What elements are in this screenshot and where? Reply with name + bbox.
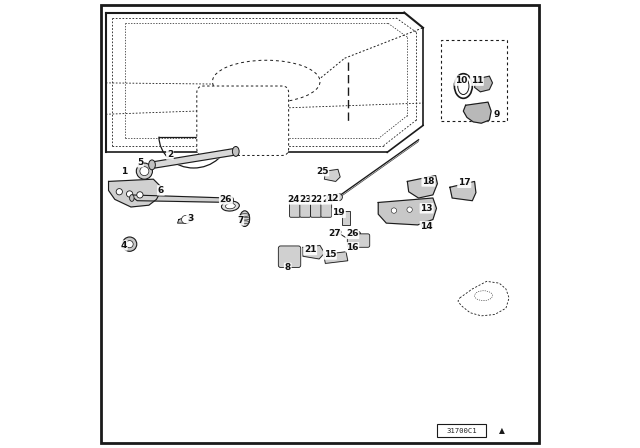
Text: 24: 24 <box>288 195 300 204</box>
Bar <box>342 211 349 225</box>
Text: 31700C1: 31700C1 <box>446 427 477 434</box>
Ellipse shape <box>245 97 287 118</box>
FancyBboxPatch shape <box>348 234 370 247</box>
Text: 4: 4 <box>120 241 127 250</box>
Ellipse shape <box>333 229 341 235</box>
Circle shape <box>137 192 143 198</box>
Text: 12: 12 <box>326 194 339 202</box>
Ellipse shape <box>349 230 360 237</box>
Text: 3: 3 <box>187 214 193 223</box>
Text: 23: 23 <box>300 195 312 204</box>
FancyBboxPatch shape <box>300 200 310 217</box>
Circle shape <box>140 167 149 176</box>
Polygon shape <box>324 252 348 263</box>
Polygon shape <box>463 102 491 123</box>
Circle shape <box>136 163 152 179</box>
Text: 25: 25 <box>316 167 328 176</box>
Text: 10: 10 <box>455 76 467 85</box>
Circle shape <box>420 206 426 211</box>
Circle shape <box>182 215 189 224</box>
Polygon shape <box>130 195 235 202</box>
Text: 13: 13 <box>420 204 433 213</box>
FancyBboxPatch shape <box>289 200 300 217</box>
Text: 15: 15 <box>324 250 336 259</box>
Ellipse shape <box>232 146 239 156</box>
Text: 1: 1 <box>121 167 127 176</box>
Circle shape <box>122 237 137 251</box>
FancyBboxPatch shape <box>197 86 289 155</box>
Text: 17: 17 <box>458 178 470 187</box>
Circle shape <box>335 194 342 201</box>
Polygon shape <box>407 176 437 198</box>
Text: 26: 26 <box>220 195 232 204</box>
Text: 27: 27 <box>328 229 340 238</box>
Text: 14: 14 <box>420 222 433 231</box>
Text: 7: 7 <box>237 216 243 225</box>
Polygon shape <box>450 181 476 201</box>
Polygon shape <box>150 149 239 168</box>
Text: ▲: ▲ <box>499 426 504 435</box>
Ellipse shape <box>454 73 472 98</box>
Circle shape <box>391 208 397 213</box>
Text: 20: 20 <box>322 195 334 204</box>
Circle shape <box>126 241 133 248</box>
Polygon shape <box>177 216 194 223</box>
Text: 8: 8 <box>285 263 291 272</box>
Text: 5: 5 <box>137 158 143 167</box>
Ellipse shape <box>130 194 134 202</box>
FancyBboxPatch shape <box>310 200 321 217</box>
Ellipse shape <box>212 60 320 103</box>
Polygon shape <box>475 76 493 92</box>
Text: 9: 9 <box>494 110 500 119</box>
Text: 22: 22 <box>310 195 323 204</box>
Bar <box>441 40 508 121</box>
Ellipse shape <box>229 197 234 203</box>
Text: 19: 19 <box>333 208 345 217</box>
Polygon shape <box>109 179 163 207</box>
Polygon shape <box>303 246 324 259</box>
Text: 21: 21 <box>304 246 316 254</box>
Ellipse shape <box>421 221 432 228</box>
Text: 16: 16 <box>346 243 358 252</box>
Text: 2: 2 <box>167 150 173 159</box>
Ellipse shape <box>240 211 250 227</box>
Circle shape <box>127 191 132 197</box>
Ellipse shape <box>225 203 236 209</box>
Polygon shape <box>324 169 340 181</box>
Text: 26: 26 <box>346 229 358 238</box>
Text: 11: 11 <box>470 76 483 85</box>
Circle shape <box>116 189 122 195</box>
Text: 18: 18 <box>422 177 435 186</box>
FancyBboxPatch shape <box>278 246 301 267</box>
Circle shape <box>407 207 412 212</box>
FancyBboxPatch shape <box>321 200 332 217</box>
Ellipse shape <box>148 160 156 170</box>
Ellipse shape <box>458 78 469 95</box>
Polygon shape <box>458 281 509 316</box>
Polygon shape <box>378 198 436 225</box>
Bar <box>437 424 486 437</box>
Ellipse shape <box>221 201 239 211</box>
Text: 6: 6 <box>158 186 164 195</box>
